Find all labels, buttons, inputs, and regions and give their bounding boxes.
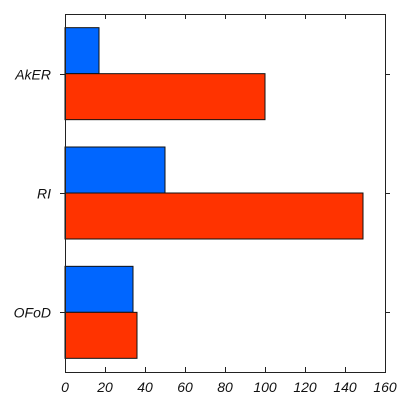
bar-ri-series-2 — [64, 192, 364, 240]
bars-group — [64, 27, 364, 359]
x-tick-label: 80 — [217, 379, 233, 395]
y-axis: AkER RI OFoD — [14, 67, 390, 321]
x-axis: 0 20 40 60 80 100 120 140 160 — [61, 14, 397, 395]
x-tick-label: 0 — [61, 379, 69, 395]
bar-ofod-series-1 — [64, 265, 134, 313]
x-tick-label: 60 — [177, 379, 193, 395]
bar-ofod-series-2 — [64, 311, 138, 359]
x-tick-label: 140 — [333, 379, 357, 395]
bar-aker-series-2 — [64, 73, 266, 121]
bar-ri-series-1 — [64, 146, 166, 194]
y-tick-label-aker: AkER — [14, 67, 51, 83]
x-tick-label: 100 — [253, 379, 277, 395]
bar-aker-series-1 — [64, 27, 100, 75]
x-tick-label: 160 — [373, 379, 397, 395]
x-tick-label: 20 — [96, 379, 113, 395]
y-tick-label-ofod: OFoD — [14, 305, 51, 321]
x-tick-label: 120 — [293, 379, 317, 395]
y-tick-label-ri: RI — [37, 186, 51, 202]
x-tick-label: 40 — [137, 379, 153, 395]
